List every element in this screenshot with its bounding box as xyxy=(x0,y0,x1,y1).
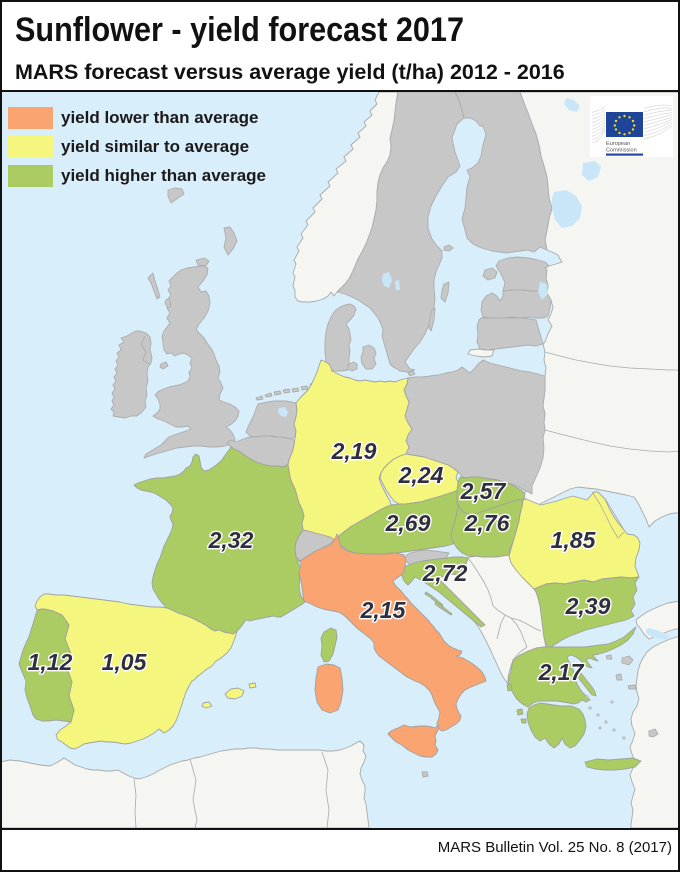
svg-text:2,17: 2,17 xyxy=(538,659,585,685)
svg-text:Commission: Commission xyxy=(606,148,637,154)
svg-text:2,57: 2,57 xyxy=(460,478,507,504)
svg-text:2,15: 2,15 xyxy=(360,597,407,623)
svg-text:European: European xyxy=(606,141,630,147)
svg-text:2,69: 2,69 xyxy=(385,510,431,536)
svg-text:2,72: 2,72 xyxy=(422,560,468,586)
svg-text:2,24: 2,24 xyxy=(398,462,444,488)
svg-text:2,19: 2,19 xyxy=(331,438,377,464)
svg-text:2,32: 2,32 xyxy=(208,527,254,553)
svg-text:1,85: 1,85 xyxy=(551,527,597,553)
svg-text:2,39: 2,39 xyxy=(565,593,611,619)
svg-text:1,05: 1,05 xyxy=(102,649,148,675)
svg-text:1,12: 1,12 xyxy=(28,649,73,675)
svg-text:2,76: 2,76 xyxy=(464,510,510,536)
